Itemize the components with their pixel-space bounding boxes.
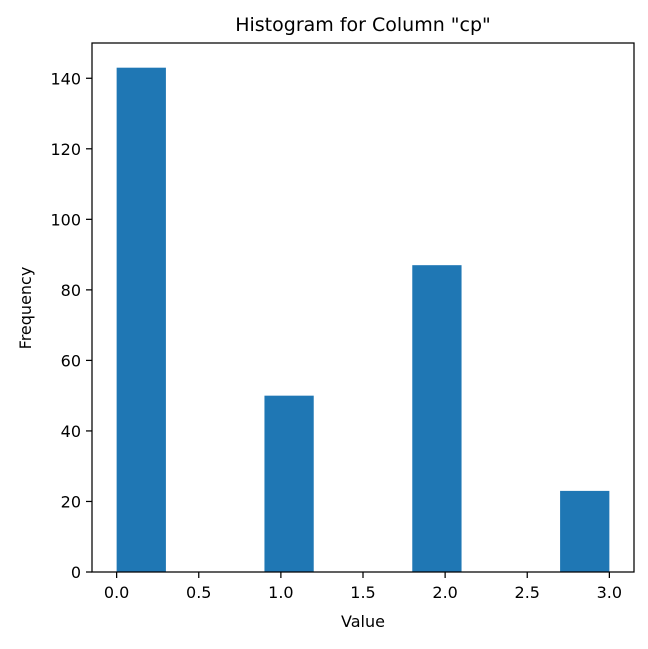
histogram-bar-0 <box>116 67 166 572</box>
y-tick-label: 80 <box>61 281 81 300</box>
x-tick-label: 3.0 <box>597 583 622 602</box>
x-tick-label: 1.0 <box>268 583 293 602</box>
histogram-bar-6 <box>412 265 462 572</box>
x-tick-label: 2.0 <box>432 583 457 602</box>
y-tick-label: 60 <box>61 351 81 370</box>
x-tick-label: 0.5 <box>186 583 211 602</box>
x-tick-label: 2.5 <box>515 583 540 602</box>
histogram-bar-3 <box>264 395 314 572</box>
y-tick-label: 100 <box>50 210 81 229</box>
chart-title: Histogram for Column "cp" <box>235 14 491 36</box>
y-tick-label: 0 <box>71 563 81 582</box>
y-axis-label: Frequency <box>16 267 35 350</box>
plot-frame <box>91 42 635 573</box>
bars-group <box>116 67 610 572</box>
y-tick-label: 20 <box>61 492 81 511</box>
x-ticks-group: 0.0 0.5 1.0 1.5 2.0 2.5 3.0 <box>104 572 622 602</box>
histogram-bar-9 <box>560 490 610 572</box>
y-tick-label: 120 <box>50 140 81 159</box>
y-tick-label: 140 <box>50 69 81 88</box>
x-tick-label: 0.0 <box>104 583 129 602</box>
y-tick-label: 40 <box>61 422 81 441</box>
x-tick-label: 1.5 <box>350 583 375 602</box>
x-axis-label: Value <box>341 612 385 631</box>
y-ticks-group: 0 20 40 60 80 100 120 140 <box>50 69 92 582</box>
